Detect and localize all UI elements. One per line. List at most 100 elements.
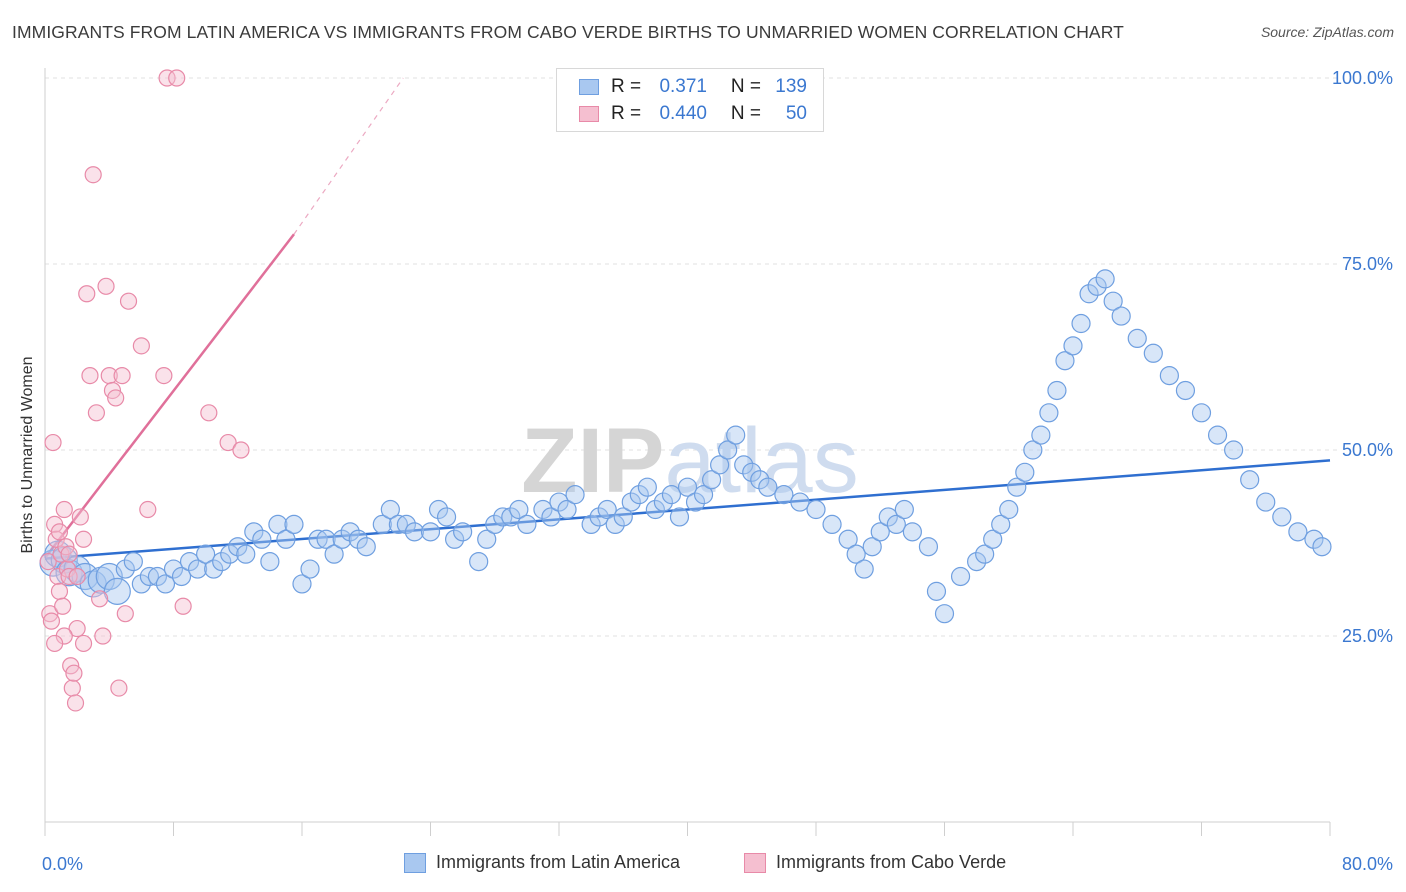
data-point bbox=[637, 477, 657, 497]
data-point bbox=[950, 566, 971, 587]
r-value: 0.440 bbox=[659, 103, 707, 124]
data-point bbox=[1071, 313, 1091, 334]
data-point bbox=[926, 581, 947, 601]
data-point bbox=[220, 544, 240, 564]
data-point bbox=[200, 404, 218, 422]
data-point bbox=[934, 604, 955, 624]
data-point bbox=[886, 514, 906, 535]
data-point bbox=[292, 574, 312, 594]
data-point bbox=[187, 559, 208, 579]
tick-labels: 100.0% 75.0% 50.0% 25.0% 0.0% 80.0% bbox=[42, 68, 1393, 874]
data-point bbox=[388, 514, 408, 535]
data-point bbox=[902, 522, 922, 542]
data-point bbox=[1079, 284, 1099, 304]
data-point bbox=[517, 514, 537, 535]
data-point bbox=[46, 634, 64, 653]
n-value: 139 bbox=[775, 76, 807, 97]
data-point bbox=[1111, 306, 1131, 326]
data-point bbox=[1063, 336, 1083, 356]
data-point bbox=[1224, 440, 1244, 460]
trend-line-latin-america bbox=[44, 459, 1331, 560]
data-point bbox=[132, 337, 150, 355]
data-point bbox=[469, 551, 489, 572]
legend-label: Immigrants from Latin America bbox=[436, 852, 681, 872]
data-point bbox=[967, 551, 987, 572]
data-point bbox=[219, 433, 237, 452]
data-point bbox=[493, 507, 513, 527]
data-point bbox=[1240, 470, 1260, 490]
data-point bbox=[894, 499, 914, 520]
data-point bbox=[758, 477, 778, 497]
data-point bbox=[444, 529, 465, 549]
n-label: N = bbox=[730, 76, 761, 97]
data-point bbox=[1047, 380, 1067, 401]
data-point bbox=[734, 455, 754, 475]
data-point bbox=[260, 551, 280, 572]
data-point bbox=[171, 566, 192, 587]
data-point bbox=[244, 522, 264, 542]
data-point bbox=[168, 69, 186, 87]
data-point bbox=[139, 566, 160, 587]
data-point bbox=[74, 634, 93, 653]
data-point bbox=[862, 537, 882, 557]
data-point bbox=[1055, 351, 1075, 371]
data-point bbox=[1103, 291, 1123, 311]
data-point bbox=[71, 508, 89, 526]
data-point bbox=[55, 500, 73, 519]
data-point bbox=[1031, 425, 1051, 445]
y-tick-label: 50.0% bbox=[1342, 440, 1393, 460]
legend-item-cabo-verde[interactable]: Immigrants from Cabo Verde bbox=[744, 852, 1006, 873]
data-point bbox=[39, 552, 57, 571]
data-point bbox=[1095, 269, 1115, 289]
data-point bbox=[228, 537, 248, 557]
watermark: ZIPatlas bbox=[521, 410, 858, 512]
data-point bbox=[60, 545, 78, 563]
data-point bbox=[509, 499, 529, 520]
data-point bbox=[565, 485, 585, 505]
data-point bbox=[1143, 343, 1163, 363]
data-point bbox=[179, 551, 200, 572]
source-label: Source: ZipAtlas.com bbox=[1260, 24, 1394, 40]
trend-lines bbox=[44, 77, 1331, 560]
legend-item-latin-america[interactable]: Immigrants from Latin America bbox=[404, 852, 680, 873]
r-value: 0.371 bbox=[659, 76, 707, 97]
data-point bbox=[300, 559, 320, 579]
data-point bbox=[742, 462, 762, 482]
r-label: R = bbox=[611, 103, 642, 124]
data-point bbox=[726, 425, 746, 445]
data-point bbox=[196, 544, 216, 564]
data-point bbox=[1272, 507, 1292, 527]
stats-box: R = 0.371 N = 139 R = 0.440 N = 50 bbox=[556, 68, 824, 132]
data-point bbox=[870, 522, 890, 542]
data-point bbox=[107, 389, 125, 407]
data-point bbox=[236, 544, 256, 564]
data-point bbox=[661, 485, 682, 505]
data-point bbox=[677, 477, 698, 497]
data-point bbox=[372, 514, 392, 535]
legend: Immigrants from Latin America Immigrants… bbox=[0, 850, 1406, 878]
data-point bbox=[1087, 276, 1107, 296]
data-point bbox=[878, 507, 898, 527]
stats-row-latin-america: R = 0.371 N = 139 bbox=[557, 74, 807, 100]
data-point bbox=[533, 499, 553, 520]
data-point bbox=[119, 292, 138, 310]
data-point bbox=[54, 597, 72, 615]
chart-title: IMMIGRANTS FROM LATIN AMERICA VS IMMIGRA… bbox=[12, 22, 1124, 42]
data-point bbox=[68, 619, 86, 638]
data-point bbox=[806, 499, 826, 520]
data-point bbox=[1207, 425, 1228, 445]
data-point bbox=[1175, 380, 1196, 401]
data-point bbox=[453, 522, 473, 542]
series-cabo-verde bbox=[39, 69, 250, 712]
data-point bbox=[404, 522, 425, 542]
data-point bbox=[163, 559, 184, 579]
data-point bbox=[774, 485, 794, 505]
data-point bbox=[74, 530, 93, 548]
data-point bbox=[710, 455, 730, 475]
y-tick-label: 100.0% bbox=[1332, 68, 1393, 88]
data-point bbox=[621, 492, 641, 512]
r-label: R = bbox=[611, 76, 642, 97]
data-point bbox=[115, 559, 135, 579]
data-point bbox=[629, 485, 649, 505]
cabo-verde-swatch bbox=[579, 106, 599, 122]
